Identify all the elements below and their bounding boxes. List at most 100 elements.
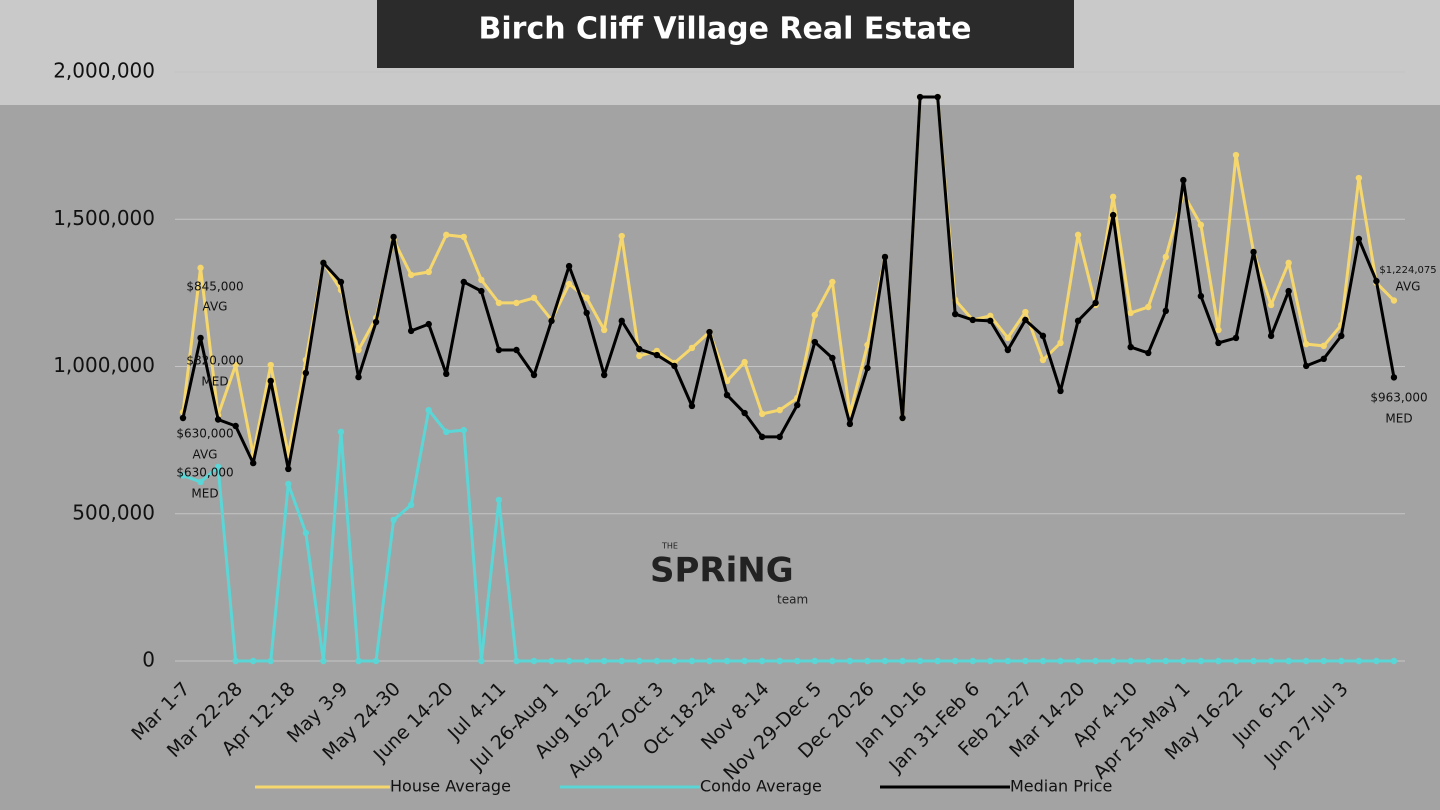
data-point bbox=[1074, 231, 1082, 239]
legend-label: Condo Average bbox=[700, 777, 822, 796]
data-point bbox=[1197, 292, 1205, 300]
series-line bbox=[182, 408, 1394, 663]
data-point bbox=[495, 299, 503, 307]
data-point bbox=[723, 657, 731, 665]
data-point bbox=[1022, 657, 1029, 665]
data-point bbox=[565, 280, 573, 288]
data-point bbox=[864, 657, 871, 665]
data-point bbox=[758, 433, 766, 441]
data-point bbox=[618, 657, 625, 665]
data-point bbox=[232, 422, 239, 430]
data-point bbox=[250, 459, 257, 467]
data-point bbox=[671, 657, 678, 665]
data-point bbox=[460, 278, 467, 286]
data-point bbox=[372, 318, 380, 326]
data-point bbox=[179, 414, 187, 422]
annotation-tag: AVG bbox=[193, 448, 218, 462]
data-point bbox=[478, 276, 485, 284]
data-point bbox=[1022, 316, 1029, 324]
data-point bbox=[952, 310, 959, 318]
data-point bbox=[1109, 211, 1117, 219]
annotation-tag: MED bbox=[191, 487, 218, 501]
data-point bbox=[1039, 657, 1047, 665]
data-point bbox=[250, 657, 257, 665]
logo-top: THE bbox=[661, 542, 678, 551]
legend-label: Median Price bbox=[1010, 777, 1112, 796]
y-tick-label: 500,000 bbox=[72, 500, 155, 524]
data-point bbox=[1390, 297, 1398, 304]
title-box bbox=[377, 0, 1074, 68]
data-point bbox=[864, 364, 871, 372]
data-point bbox=[407, 327, 415, 335]
chart-title: Birch Cliff Village Real Estate bbox=[479, 12, 972, 47]
data-point bbox=[881, 657, 889, 665]
data-point bbox=[1390, 374, 1398, 381]
data-point bbox=[1250, 248, 1257, 256]
data-point bbox=[1145, 303, 1152, 311]
data-point bbox=[355, 657, 362, 665]
data-point bbox=[636, 657, 643, 665]
data-point bbox=[1197, 221, 1205, 229]
data-point bbox=[232, 657, 239, 665]
data-point bbox=[636, 352, 643, 360]
data-point bbox=[1355, 174, 1363, 182]
data-point bbox=[601, 371, 608, 379]
data-point bbox=[197, 478, 204, 486]
data-point bbox=[583, 309, 590, 317]
data-point bbox=[197, 334, 204, 342]
annotation-tag: MED bbox=[201, 375, 228, 389]
data-point bbox=[425, 320, 432, 328]
y-tick-label: 1,500,000 bbox=[53, 206, 155, 230]
data-point bbox=[407, 271, 415, 279]
data-point bbox=[390, 516, 397, 524]
data-point bbox=[1162, 657, 1170, 665]
data-point bbox=[1355, 235, 1363, 243]
data-point bbox=[583, 657, 590, 665]
data-point bbox=[1092, 299, 1099, 307]
data-point bbox=[1338, 657, 1345, 665]
data-point bbox=[1320, 355, 1327, 363]
data-point bbox=[1303, 657, 1310, 665]
data-point bbox=[846, 657, 854, 665]
annotation-tag: AVG bbox=[1396, 280, 1421, 294]
data-point bbox=[1145, 349, 1152, 357]
legend-label: House Average bbox=[390, 777, 511, 796]
data-point bbox=[1092, 657, 1099, 665]
annotation-value: $845,000 bbox=[186, 280, 243, 294]
data-point bbox=[846, 420, 854, 428]
y-tick-label: 1,000,000 bbox=[53, 353, 155, 377]
data-point bbox=[794, 657, 801, 665]
data-point bbox=[934, 657, 941, 665]
annotation-value: $820,000 bbox=[186, 354, 243, 368]
data-point bbox=[1250, 657, 1257, 665]
data-point bbox=[1057, 339, 1064, 347]
data-point bbox=[829, 657, 836, 665]
data-point bbox=[1127, 309, 1134, 317]
data-point bbox=[320, 657, 327, 665]
data-point bbox=[565, 262, 573, 270]
data-point bbox=[1162, 253, 1170, 261]
data-point bbox=[1303, 340, 1310, 348]
data-point bbox=[618, 317, 625, 325]
data-point bbox=[706, 328, 713, 336]
data-point bbox=[548, 657, 555, 665]
data-point bbox=[1373, 277, 1380, 285]
logo-bottom: team bbox=[777, 593, 808, 607]
data-point bbox=[372, 657, 380, 665]
data-point bbox=[1320, 342, 1327, 350]
data-point bbox=[1285, 657, 1292, 665]
y-tick-label: 2,000,000 bbox=[53, 59, 155, 83]
data-point bbox=[653, 351, 661, 359]
data-point bbox=[1004, 346, 1012, 354]
data-point bbox=[513, 299, 520, 307]
data-point bbox=[443, 428, 450, 436]
data-point bbox=[355, 346, 362, 354]
annotation-value: $963,000 bbox=[1370, 391, 1427, 405]
data-point bbox=[776, 657, 783, 665]
data-point bbox=[688, 344, 696, 352]
data-point bbox=[758, 410, 766, 418]
data-point bbox=[636, 345, 643, 353]
data-point bbox=[1338, 332, 1345, 340]
data-point bbox=[864, 341, 871, 349]
